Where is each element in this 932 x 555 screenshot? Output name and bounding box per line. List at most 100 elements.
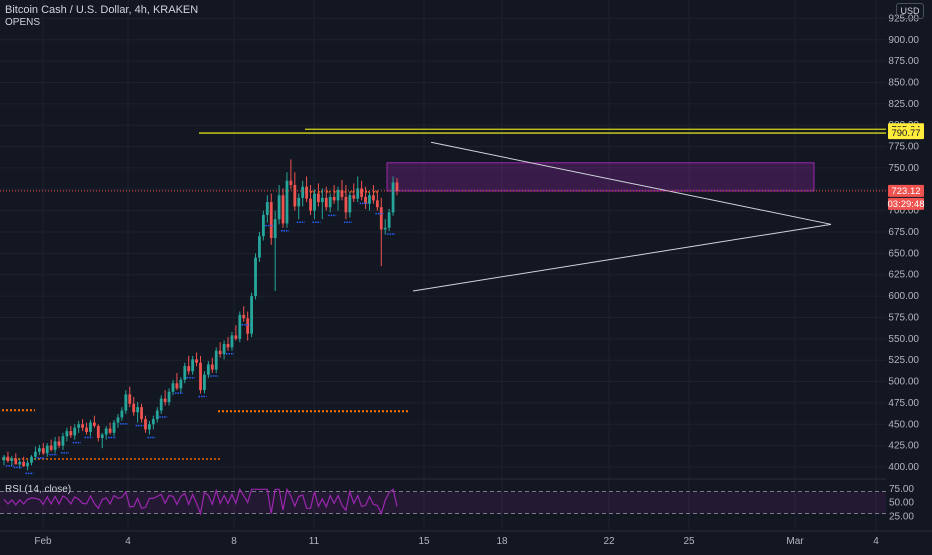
candle: [230, 335, 234, 348]
candle: [301, 186, 305, 198]
candle: [203, 374, 206, 391]
candle: [151, 419, 155, 425]
price-badge: [888, 184, 924, 197]
candle: [191, 359, 195, 372]
orange-level-markers: [2, 191, 410, 460]
price-tick-label: 500.00: [888, 377, 919, 388]
candle: [313, 193, 316, 211]
triangle-upper-line[interactable]: [430, 141, 832, 225]
candle: [18, 461, 22, 465]
time-tick-label: 4: [873, 536, 879, 547]
candle: [297, 197, 301, 207]
grid: [0, 0, 886, 530]
rsi-tick-label: 75.00: [889, 484, 914, 495]
time-tick-label: 11: [309, 536, 320, 547]
currency-button[interactable]: USD: [896, 3, 924, 19]
candle: [100, 434, 104, 438]
rsi-pane[interactable]: [0, 478, 932, 516]
candle: [179, 379, 183, 389]
candle: [340, 190, 344, 197]
candle: [96, 425, 100, 438]
candle: [89, 422, 92, 432]
candle: [265, 202, 269, 215]
candle: [136, 407, 140, 413]
candle: [171, 383, 175, 392]
price-axis-bg: [886, 0, 932, 550]
rsi-tick-label: 25.00: [889, 511, 914, 522]
candle: [317, 193, 320, 203]
price-axis[interactable]: 925.00900.00875.00850.00825.00800.00775.…: [886, 0, 932, 550]
time-tick-label: 18: [496, 536, 508, 547]
rsi-tick-label: 50.00: [889, 498, 914, 509]
candle: [104, 428, 108, 435]
candle: [281, 195, 285, 224]
triangle-lower-line[interactable]: [412, 223, 832, 292]
candle: [360, 188, 364, 197]
rsi-title: RSI (14, close): [5, 484, 72, 495]
candle: [309, 198, 312, 211]
time-tick-label: 15: [418, 536, 430, 547]
rsi-band: [0, 491, 886, 514]
candle: [26, 462, 29, 467]
candle: [234, 335, 238, 339]
horizontal-lines[interactable]: [199, 128, 886, 134]
price-tick-label: 650.00: [888, 248, 919, 259]
market-status: OPENS: [5, 17, 41, 28]
price-badge: [888, 127, 924, 140]
candle: [30, 456, 33, 463]
candle: [285, 180, 289, 224]
candle: [132, 403, 136, 413]
candle: [218, 350, 222, 355]
candle: [242, 314, 246, 319]
candle: [81, 424, 84, 428]
candle: [328, 196, 332, 208]
candle: [77, 424, 81, 428]
price-tick-label: 675.00: [888, 227, 919, 238]
candle: [34, 451, 37, 457]
candle: [175, 383, 179, 389]
candle: [324, 197, 328, 208]
price-badge-label: 790.77: [891, 128, 920, 139]
time-tick-label: Feb: [34, 536, 52, 547]
price-tick-label: 450.00: [888, 419, 919, 430]
candle: [356, 188, 360, 199]
price-tick-label: 825.00: [888, 99, 919, 110]
candle: [187, 366, 191, 372]
candle: [261, 214, 265, 237]
candle: [108, 428, 112, 433]
candle: [391, 182, 395, 213]
candle: [69, 431, 73, 436]
candle: [372, 195, 375, 201]
candle: [383, 227, 387, 230]
candle: [210, 364, 214, 370]
candle: [53, 441, 57, 450]
time-tick-label: 4: [125, 536, 131, 547]
candle: [112, 422, 116, 433]
rsi-line: [3, 487, 398, 516]
triangle-drawing[interactable]: [412, 141, 832, 292]
price-tick-label: 550.00: [888, 334, 919, 345]
price-tick-label: 625.00: [888, 270, 919, 281]
candle: [120, 410, 124, 418]
candle: [183, 366, 187, 380]
candle: [49, 445, 53, 450]
time-tick-label: 8: [231, 536, 237, 547]
candle: [336, 190, 340, 201]
candle: [273, 219, 277, 238]
candle: [305, 186, 309, 199]
price-badge: [888, 197, 924, 210]
candle: [379, 207, 383, 230]
candle: [37, 448, 41, 452]
candle: [144, 419, 147, 430]
time-axis[interactable]: Feb 4 8 11 15 18 22 25 Mar 4: [0, 530, 932, 547]
candle: [22, 461, 26, 467]
candle: [375, 200, 379, 208]
candle: [206, 364, 210, 375]
candle: [344, 196, 348, 213]
candle: [195, 359, 198, 363]
candle: [140, 407, 143, 420]
candle: [364, 196, 367, 204]
candle: [238, 314, 242, 339]
